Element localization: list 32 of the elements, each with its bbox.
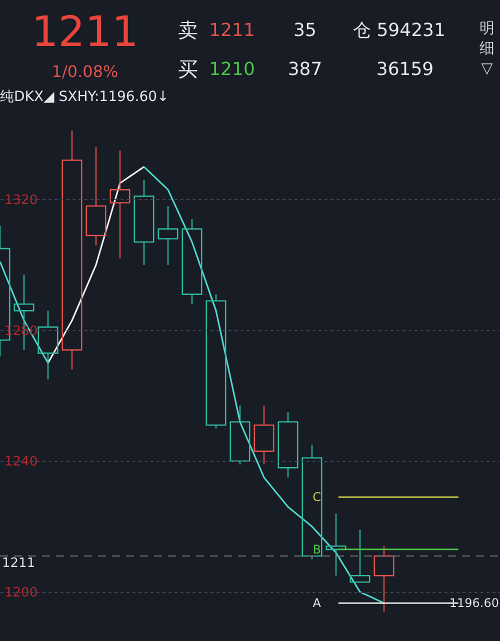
annotation: 买	[178, 57, 198, 81]
annotation: 纯DKX◢ SXHY:1196.60↓	[0, 89, 169, 105]
annotation: 36159	[376, 59, 434, 80]
candlestick	[278, 411, 298, 478]
line-series	[47, 166, 145, 364]
text: 1211	[209, 20, 255, 41]
candlestick	[110, 150, 130, 259]
ref-line-label: C	[312, 490, 321, 504]
annotation: 1210	[209, 59, 255, 80]
annotation: 仓 594231	[353, 20, 446, 41]
candlestick	[134, 179, 154, 266]
y-tick-label: 1320	[4, 192, 38, 208]
y-tick-label: 1200	[4, 585, 38, 600]
candlestick	[182, 218, 202, 305]
candlestick	[86, 146, 106, 246]
annotation: 卖	[178, 18, 198, 42]
ref-line-label: A	[312, 596, 322, 610]
annotation: 1211	[32, 7, 138, 56]
ref-line-label: 1211	[2, 556, 36, 571]
candlestick	[374, 546, 394, 612]
text: 1/0.08%	[52, 62, 118, 81]
annotation: 387	[288, 59, 322, 80]
annotation: 35	[294, 20, 316, 41]
text: 明细▽	[480, 19, 494, 77]
text: 1196.60	[449, 596, 499, 610]
ref-line-label: B	[312, 542, 321, 556]
candlestick	[326, 512, 346, 576]
candlestick	[158, 205, 178, 266]
candlestick	[62, 130, 82, 370]
candlestick	[254, 404, 274, 465]
y-tick-label: 1240	[4, 454, 38, 470]
candlestick	[38, 310, 58, 380]
